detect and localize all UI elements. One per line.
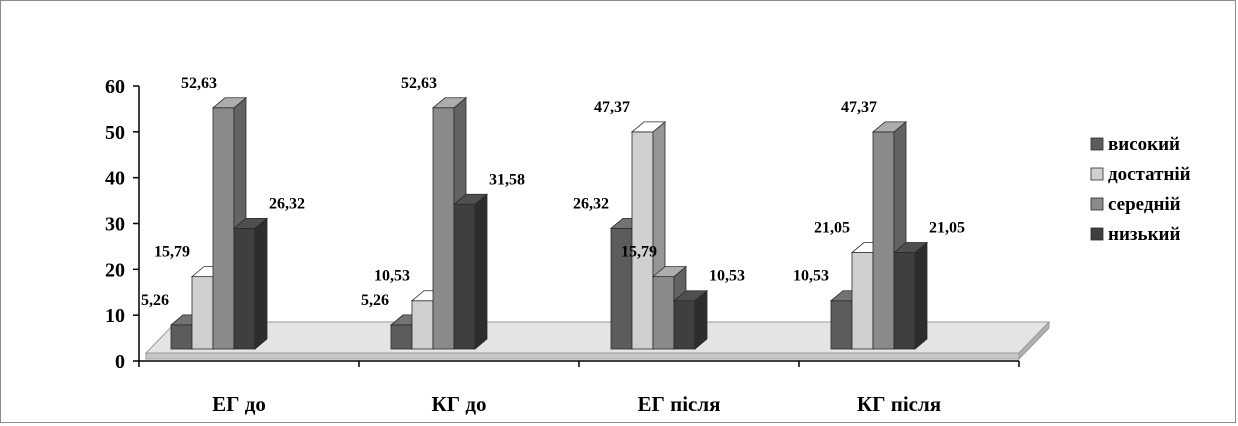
bar-top (651, 266, 688, 278)
data-label: 10,53 (793, 268, 829, 285)
data-label: 5,26 (361, 292, 389, 309)
legend-label: низький (1108, 224, 1180, 245)
bar-front (830, 300, 853, 350)
floor-side (1018, 320, 1050, 361)
bar-front (233, 227, 256, 350)
data-label: 5,26 (141, 292, 169, 309)
y-tick-label: 60 (105, 76, 125, 98)
x-category-label: КГ до (432, 392, 487, 416)
bar-top (672, 290, 709, 302)
bar-3-3 (892, 241, 929, 350)
x-category-label: ЕГ до (212, 392, 266, 416)
legend-item-3: низький (1090, 224, 1180, 245)
data-labels: 5,26 15,79 52,63 26,32 5,26 10,53 52,63 31,58 26… (141, 75, 965, 309)
bar-front (453, 203, 476, 350)
chart-floor (144, 320, 1051, 361)
bar-front (652, 276, 675, 350)
bar-top (871, 121, 908, 133)
y-tick-label: 10 (105, 305, 125, 327)
y-tick-label: 50 (105, 122, 125, 144)
bar-side (474, 193, 488, 350)
legend-item-0: високий (1090, 134, 1180, 155)
legend: високий достатній середній низький (1090, 134, 1191, 245)
bar-front (390, 324, 413, 350)
bar-front (432, 107, 455, 350)
data-label: 15,79 (154, 244, 190, 261)
data-label: 26,32 (573, 195, 609, 212)
legend-label: високий (1108, 134, 1180, 155)
bar-3-1 (452, 193, 489, 350)
data-label: 21,05 (929, 220, 965, 237)
bar-top (452, 193, 489, 205)
bar-front (411, 300, 434, 350)
legend-swatch (1090, 137, 1104, 151)
data-label: 26,32 (269, 195, 305, 212)
bar-top (431, 97, 468, 109)
data-label: 31,58 (489, 171, 525, 188)
bar-side (254, 217, 268, 350)
data-label: 10,53 (374, 268, 410, 285)
bar-front (191, 276, 214, 350)
legend-label: середній (1108, 194, 1181, 215)
bar-front (631, 131, 654, 350)
data-label: 21,05 (814, 220, 850, 237)
bar-front (170, 324, 193, 350)
y-tick-label: 0 (115, 351, 125, 373)
bar-side (914, 241, 928, 350)
legend-swatch (1090, 227, 1104, 241)
data-label: 47,37 (841, 99, 877, 116)
legend-item-1: достатній (1090, 164, 1191, 185)
y-tick-label: 30 (105, 214, 125, 236)
bars (169, 96, 929, 350)
y-tick-label: 20 (105, 259, 125, 281)
legend-swatch (1090, 167, 1104, 181)
data-label: 15,79 (621, 244, 657, 261)
bar-top (211, 97, 248, 109)
bar-top (892, 242, 929, 253)
data-label: 10,53 (709, 268, 745, 285)
data-label: 47,37 (594, 99, 630, 116)
bar-front (673, 300, 696, 350)
axes: 0 10 20 30 40 50 60 ЕГ до КГ до ЕГ після КГ після (105, 76, 1020, 416)
data-label: 52,63 (181, 75, 217, 92)
x-category-label: КГ після (857, 392, 941, 416)
y-tick-label: 40 (105, 168, 125, 190)
bar-front (893, 252, 916, 350)
legend-swatch (1090, 197, 1104, 211)
bar-front (851, 252, 874, 350)
bar-front (872, 131, 895, 350)
legend-item-2: середній (1090, 194, 1181, 215)
bar-top (232, 217, 269, 229)
bar-3-0 (232, 217, 269, 350)
legend-label: достатній (1108, 164, 1191, 185)
data-label: 52,63 (401, 75, 437, 92)
bar-front (212, 107, 235, 350)
x-category-label: ЕГ після (637, 392, 720, 416)
floor-front (145, 352, 1020, 360)
bar-top (630, 121, 667, 133)
bar-3-2 (672, 289, 709, 350)
